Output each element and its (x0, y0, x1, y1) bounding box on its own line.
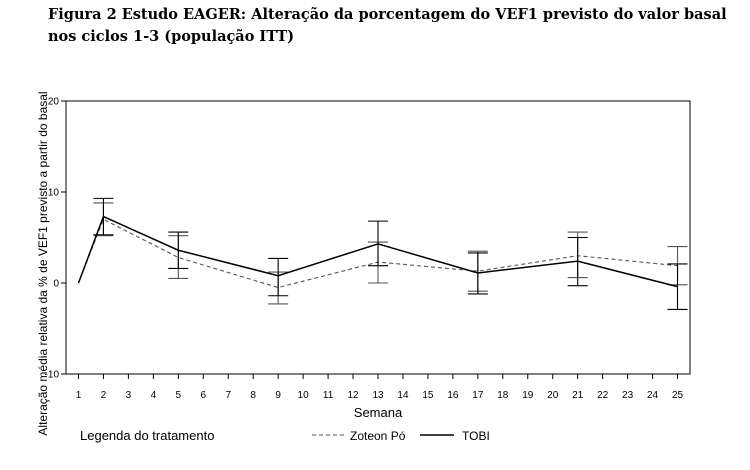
y-tick-label: 10 (48, 188, 60, 199)
error-bar (93, 197, 114, 236)
x-tick-label: 23 (622, 390, 634, 401)
x-tick-label: 13 (372, 390, 384, 401)
x-tick-label: 16 (447, 390, 459, 401)
x-tick-label: 1 (76, 390, 82, 401)
x-tick-label: 22 (597, 390, 609, 401)
series-line (77, 218, 678, 289)
legend-title: Legenda do tratamento (80, 428, 214, 443)
legend-item: TOBI (420, 429, 490, 443)
x-tick-label: 18 (497, 390, 509, 401)
y-tick-label: 20 (48, 97, 60, 108)
x-tick-label: 3 (126, 390, 132, 401)
x-tick-label: 5 (176, 390, 182, 401)
x-tick-label: 12 (347, 390, 359, 401)
x-tick-label: 25 (672, 390, 684, 401)
x-tick-label: 8 (250, 390, 256, 401)
error-bar (667, 263, 688, 310)
legend: Legenda do tratamento Zoteon Pó TOBI (80, 428, 490, 443)
x-tick-label: 2 (101, 390, 107, 401)
x-tick-label: 24 (647, 390, 659, 401)
x-tick-label: 7 (225, 390, 231, 401)
x-tick-label: 20 (547, 390, 559, 401)
x-tick-label: 9 (275, 390, 281, 401)
y-tick-label: 0 (53, 279, 59, 290)
legend-item: Zoteon Pó (312, 429, 406, 443)
error-bar (368, 220, 388, 267)
x-tick-label: 14 (397, 390, 409, 401)
series-tobi (77, 197, 688, 310)
error-bar (268, 257, 289, 297)
x-tick-label: 6 (200, 390, 206, 401)
figure-title: Figura 2 Estudo EAGER: Alteração da porc… (48, 6, 727, 45)
y-axis-label: Alteração média relativa da % de VEF1 pr… (36, 91, 50, 435)
series-layer (77, 197, 688, 310)
error-bar (467, 252, 488, 295)
x-tick-label: 4 (151, 390, 157, 401)
x-tick-label: 19 (522, 390, 534, 401)
x-tick-label: 11 (323, 390, 334, 401)
legend-label: Zoteon Pó (350, 429, 406, 443)
x-axis-label: Semana (354, 405, 403, 420)
error-bar (567, 236, 588, 287)
axis-labels-layer: Semana Alteração média relativa da % de … (36, 91, 403, 435)
x-tick-label: 15 (422, 390, 434, 401)
error-bar (168, 231, 189, 269)
legend-label: TOBI (462, 429, 490, 443)
series-line (77, 215, 678, 288)
x-tick-label: 10 (298, 390, 310, 401)
x-tick-label: 21 (572, 390, 584, 401)
series-zoteon-po (77, 202, 688, 305)
x-tick-label: 17 (472, 390, 484, 401)
y-tick-label: -10 (45, 370, 60, 381)
